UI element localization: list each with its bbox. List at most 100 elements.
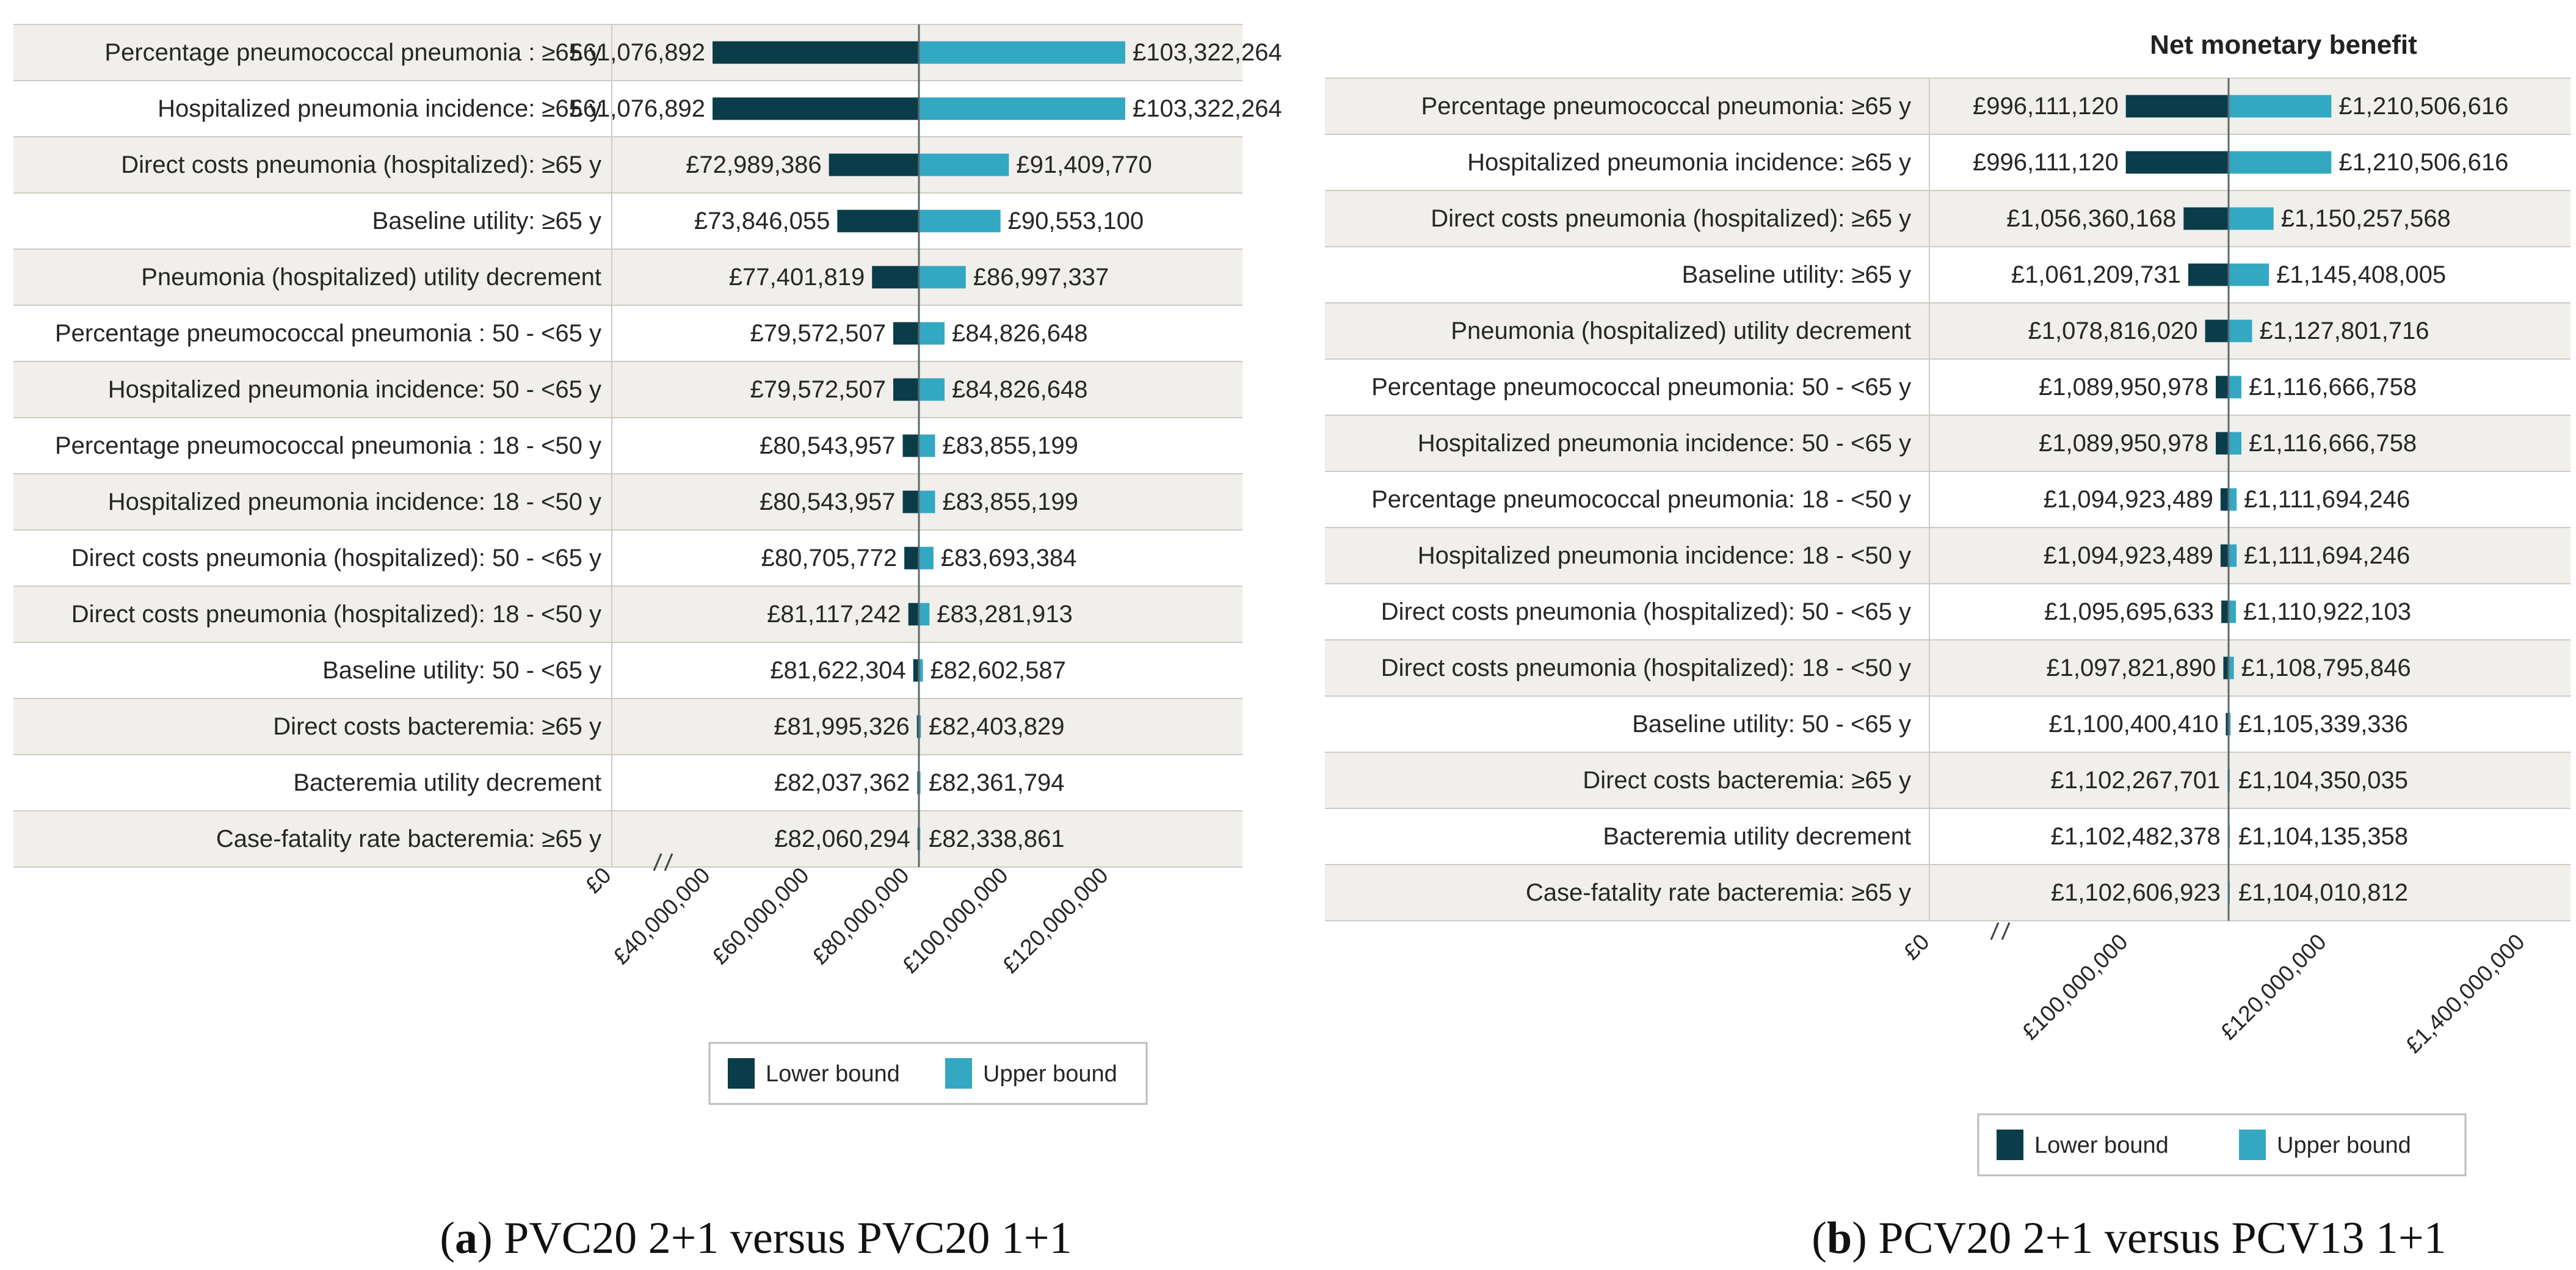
- row-label: Baseline utility: 50 - <65 y: [322, 657, 601, 684]
- upper-bound-label: £84,826,648: [952, 376, 1087, 403]
- upper-bound-bar: [919, 209, 1001, 233]
- upper-bound-label: £103,322,264: [1133, 39, 1282, 66]
- caption-paren-open: (: [440, 1213, 455, 1263]
- row-background: [13, 361, 1243, 418]
- row-label: Direct costs bacteremia: ≥65 y: [1583, 767, 1911, 794]
- axis-tick-label: £120,000,000: [998, 863, 1113, 978]
- lower-bound-label: £996,111,120: [1973, 149, 2119, 176]
- lower-bound-label: £1,095,695,633: [2044, 598, 2214, 625]
- row-label: Case-fatality rate bacteremia: ≥65 y: [1526, 879, 1911, 906]
- upper-bound-label: £1,116,666,758: [2249, 430, 2417, 457]
- upper-bound-bar: [2229, 488, 2237, 511]
- row: Pneumonia (hospitalized) utility decreme…: [1451, 318, 2429, 344]
- upper-bound-label: £1,127,801,716: [2259, 318, 2429, 344]
- upper-bound-bar: [2229, 656, 2234, 680]
- upper-bound-bar: [919, 41, 1125, 64]
- lower-bound-label: £80,543,957: [760, 432, 895, 459]
- lower-bound-label: £996,111,120: [1973, 93, 2119, 120]
- lower-bound-bar: [916, 715, 919, 738]
- row-label: Baseline utility: 50 - <65 y: [1632, 711, 1911, 738]
- lower-bound-bar: [2205, 319, 2229, 343]
- axis-tick-label: £100,000,000: [2017, 929, 2133, 1045]
- row-label: Hospitalized pneumonia incidence: 18 - <…: [108, 488, 601, 515]
- legend-label-lower: Lower bound: [2034, 1133, 2169, 1158]
- lower-bound-label: £1,078,816,020: [2028, 318, 2198, 344]
- upper-bound-bar: [2229, 713, 2231, 736]
- row-label: Direct costs bacteremia: ≥65 y: [273, 713, 601, 740]
- upper-bound-label: £1,150,257,568: [2281, 205, 2451, 232]
- upper-bound-label: £1,116,666,758: [2249, 374, 2417, 401]
- upper-bound-label: £1,111,694,246: [2244, 542, 2410, 569]
- row: Hospitalized pneumonia incidence: 18 - <…: [1418, 542, 2411, 569]
- row: Baseline utility: 50 - <65 y £81,622,304 £…: [322, 657, 1066, 684]
- legend-box: [708, 1042, 1148, 1105]
- upper-bound-label: £83,281,913: [937, 601, 1072, 628]
- upper-bound-bar: [2229, 600, 2236, 623]
- chart-title: Net monetary benefit: [2150, 30, 2417, 60]
- row-background: [1325, 415, 2571, 471]
- lower-bound-label: £1,097,821,890: [2046, 655, 2216, 681]
- row: Percentage pneumococcal pneumonia : ≥65 …: [104, 39, 1282, 66]
- upper-bound-label: £1,111,694,246: [2244, 486, 2410, 513]
- upper-bound-bar: [919, 490, 935, 513]
- lower-bound-label: £73,846,055: [694, 208, 830, 234]
- lower-bound-label: £1,056,360,168: [2006, 205, 2176, 232]
- upper-bound-bar: [919, 546, 934, 570]
- row: Hospitalized pneumonia incidence: 18 - <…: [108, 488, 1078, 515]
- row: Hospitalized pneumonia incidence: 50 - <…: [1418, 430, 2417, 457]
- axis-tick-label: £100,000,000: [898, 863, 1013, 978]
- caption-text: PCV20 2+1 versus PCV13 1+1: [1878, 1213, 2446, 1263]
- row-label: Percentage pneumococcal pneumonia: 18 - …: [1371, 486, 1911, 513]
- upper-bound-bar: [919, 322, 945, 345]
- upper-bound-bar: [2229, 263, 2269, 286]
- upper-bound-label: £83,855,199: [942, 432, 1078, 459]
- lower-bound-label: £1,100,400,410: [2048, 711, 2218, 738]
- lower-bound-bar: [2216, 376, 2229, 399]
- axis-break-mark: [1990, 922, 2011, 940]
- row-background: [1325, 78, 2571, 134]
- row: Direct costs bacteremia: ≥65 y £1,102,267…: [1583, 767, 2408, 794]
- row-label: Hospitalized pneumonia incidence: 50 - <…: [108, 376, 601, 403]
- row-label: Percentage pneumococcal pneumonia: ≥65 y: [1421, 93, 1911, 120]
- row: Baseline utility: ≥65 y £73,846,055 £90,55…: [372, 208, 1144, 234]
- row: Baseline utility: ≥65 y £1,061,209,731 £1,…: [1682, 261, 2447, 288]
- row-label: Baseline utility: ≥65 y: [1682, 261, 1911, 288]
- upper-bound-bar: [919, 434, 935, 457]
- lower-bound-label: £61,076,892: [570, 39, 705, 66]
- upper-bound-label: £84,826,648: [952, 320, 1087, 347]
- row: Direct costs pneumonia (hospitalized): 1…: [71, 601, 1073, 628]
- row: Percentage pneumococcal pneumonia : 50 -…: [55, 320, 1088, 347]
- caption-paren-open: (: [1812, 1213, 1827, 1263]
- row: Percentage pneumococcal pneumonia: 50 - …: [1371, 374, 2417, 401]
- lower-bound-bar: [904, 546, 919, 570]
- row-background: [1325, 303, 2571, 359]
- lower-bound-label: £81,622,304: [770, 657, 905, 684]
- caption-text: PVC20 2+1 versus PVC20 1+1: [504, 1213, 1072, 1263]
- row: Percentage pneumococcal pneumonia: 18 - …: [1371, 486, 2410, 513]
- row: Hospitalized pneumonia incidence: ≥65 y £…: [1467, 149, 2508, 176]
- upper-bound-label: £1,104,135,358: [2238, 823, 2408, 850]
- row: Pneumonia (hospitalized) utility decreme…: [141, 264, 1109, 291]
- chart-a: Percentage pneumococcal pneumonia : ≥65 …: [13, 24, 1282, 1263]
- row-label: Baseline utility: ≥65 y: [372, 208, 601, 234]
- lower-bound-bar: [908, 603, 919, 626]
- axis-tick-label: £40,000,000: [608, 863, 714, 969]
- lower-bound-bar: [829, 153, 919, 176]
- axis-tick-label: £60,000,000: [707, 863, 813, 969]
- lower-bound-label: £1,089,950,978: [2039, 430, 2208, 457]
- upper-bound-label: £90,553,100: [1008, 208, 1144, 234]
- row: Direct costs bacteremia: ≥65 y £81,995,32…: [273, 713, 1064, 740]
- row-background: [13, 474, 1243, 530]
- upper-bound-bar: [2229, 207, 2274, 230]
- lower-bound-label: £1,102,606,923: [2051, 879, 2221, 906]
- row: Direct costs pneumonia (hospitalized): 5…: [71, 545, 1077, 572]
- lower-bound-bar: [913, 659, 919, 682]
- axis-tick-label: £120,000,000: [2216, 929, 2331, 1045]
- lower-bound-label: £72,989,386: [686, 151, 821, 178]
- row-label: Direct costs pneumonia (hospitalized): 5…: [1381, 598, 1911, 625]
- lower-bound-bar: [902, 434, 919, 457]
- row-label: Hospitalized pneumonia incidence: ≥65 y: [1467, 149, 1911, 176]
- legend: Lower bound Upper bound: [1977, 1113, 2467, 1177]
- row: Bacteremia utility decrement £82,037,362 £…: [293, 769, 1064, 796]
- lower-bound-label: £1,089,950,978: [2039, 374, 2208, 401]
